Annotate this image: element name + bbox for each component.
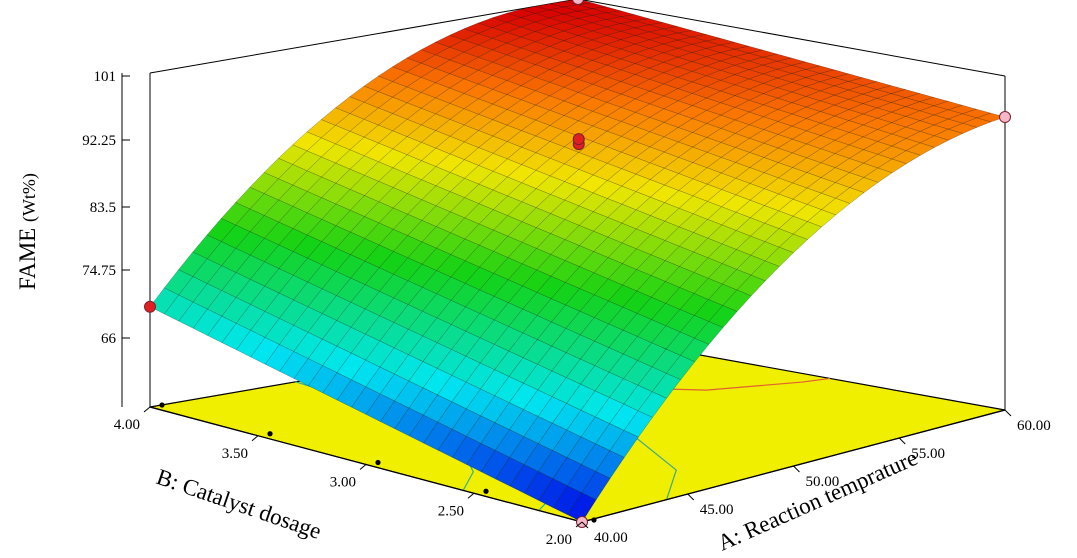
z-tick-label: 92.25 [82,133,116,149]
y-tick [467,492,475,499]
box-edge [580,0,1006,77]
y-tick [251,435,259,442]
y-tick-dot [375,459,381,466]
x-tick [898,437,906,445]
y-tick-label: 4.00 [114,417,140,433]
y-tick-label: 3.50 [222,446,248,462]
z-tick-label: 66 [101,331,117,347]
y-tick [359,464,367,470]
x-tick [1004,409,1012,417]
y-tick [575,521,583,528]
y-tick-label: 3.00 [330,475,356,491]
x-tick [581,521,589,529]
x-tick [793,465,800,473]
z-tick-label: 83.5 [90,200,116,216]
z-tick-label: 101 [94,69,117,85]
design-point [572,0,584,5]
x-tick-label: 60.00 [1017,418,1051,434]
box-edge [149,0,576,74]
z-tick-label: 74.75 [82,263,116,279]
z-axis-label-unit: (Wt%) [19,173,40,222]
design-point [999,111,1011,124]
x-tick-label: 45.00 [700,502,734,518]
y-tick-dot [159,402,165,408]
box-back-edges [149,0,1006,410]
axis-ticks: 66 74.75 83.5 92.25 101 40.00 45.00 50.00 55.00 6… [82,69,1051,548]
x-tick-label: 55.00 [911,446,945,462]
y-tick-dot [483,488,489,494]
z-axis-label: FAME (Wt%) [15,173,40,290]
x-tick-label: 40.00 [594,530,628,546]
x-tick [687,493,695,501]
design-points [144,0,1011,528]
y-tick-dot [267,431,273,437]
design-point [144,300,156,313]
y-tick [143,406,151,413]
y-tick-dot [591,517,597,523]
response-surface [149,0,1006,523]
y-tick-label: 2.50 [438,503,464,519]
surface-cell [567,492,597,523]
y-axis-label: B: Catalyst dosage [153,464,324,544]
design-point-replicate [572,133,585,146]
z-axis-label-name: FAME [15,228,40,290]
y-tick-label: 2.00 [546,532,572,548]
x-tick-label: 50.00 [806,474,840,490]
